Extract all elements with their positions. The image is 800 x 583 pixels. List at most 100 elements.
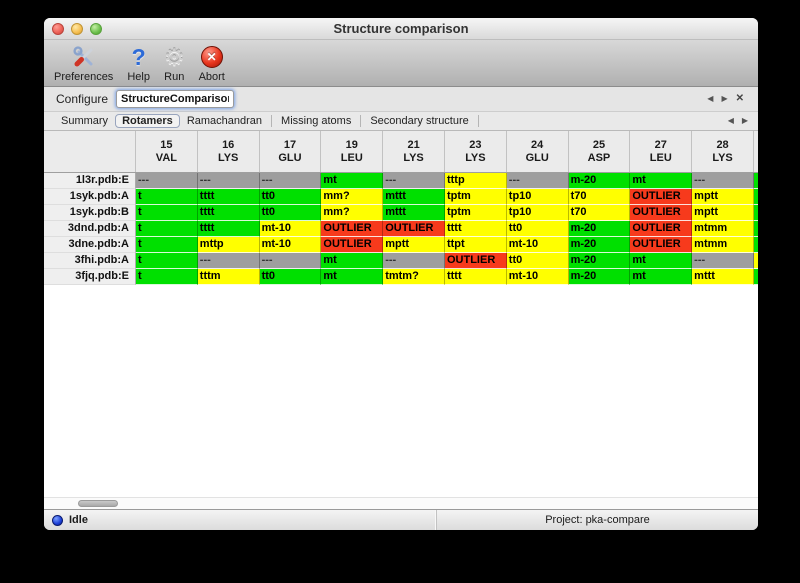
rotamer-cell[interactable]: --- <box>506 173 569 189</box>
rotamer-cell[interactable]: OUTLIER <box>630 205 693 221</box>
rotamer-cell[interactable]: t <box>136 253 198 269</box>
column-header-17[interactable]: 17 GLU <box>259 131 322 172</box>
rotamer-cell[interactable]: tttp <box>444 173 507 189</box>
row-header-1l3r.pdb:E[interactable]: 1l3r.pdb:E <box>44 173 136 189</box>
scroll-tabs-left-icon[interactable]: ◀ <box>727 116 734 125</box>
rotamer-cell[interactable]: mptt <box>692 205 754 221</box>
minimize-window-button[interactable] <box>71 23 83 35</box>
rotamer-cell[interactable]: m-20 <box>568 173 631 189</box>
close-configuration-icon[interactable]: ✕ <box>735 93 744 104</box>
rotamer-cell[interactable]: tttt <box>197 189 260 205</box>
column-header-25[interactable]: 25 ASP <box>568 131 631 172</box>
scroll-tabs-right-icon[interactable]: ▶ <box>741 116 748 125</box>
run-button[interactable]: ⚙ Run <box>164 44 185 83</box>
rotamer-cell[interactable]: mtmm <box>692 237 754 253</box>
rotamer-cell[interactable]: --- <box>197 253 260 269</box>
rotamer-cell[interactable]: t <box>136 205 198 221</box>
rotamer-cell[interactable]: tttt <box>197 221 260 237</box>
rotamer-cell[interactable]: m-20 <box>568 221 631 237</box>
column-header-16[interactable]: 16 LYS <box>197 131 260 172</box>
next-configuration-icon[interactable]: ▶ <box>721 94 728 103</box>
column-header-21[interactable]: 21 LYS <box>383 131 445 172</box>
rotamer-cell[interactable]: t70 <box>568 189 631 205</box>
rotamer-cell[interactable]: mt-10 <box>259 237 322 253</box>
column-header-19[interactable]: 19 LEU <box>321 131 384 172</box>
rotamer-cell[interactable]: tp10 <box>506 205 569 221</box>
tab-rotamers[interactable]: Rotamers <box>115 114 180 128</box>
rotamer-cell[interactable]: t <box>136 237 198 253</box>
rotamer-cell[interactable]: tptm <box>444 189 507 205</box>
rotamer-cell[interactable]: mt-10 <box>259 221 322 237</box>
rotamer-cell[interactable]: mt <box>321 173 384 189</box>
rotamer-cell[interactable]: OUTLIER <box>630 221 693 237</box>
rotamer-cell[interactable]: mm? <box>321 205 384 221</box>
column-header-15[interactable]: 15 VAL <box>136 131 198 172</box>
configuration-name-input[interactable] <box>116 90 235 108</box>
rotamer-cell[interactable]: t <box>136 189 198 205</box>
rotamer-cell[interactable]: tp10 <box>506 189 569 205</box>
horizontal-scrollbar-thumb[interactable] <box>78 500 118 507</box>
zoom-window-button[interactable] <box>90 23 102 35</box>
rotamer-cell[interactable]: mttt <box>383 189 445 205</box>
horizontal-scrollbar[interactable] <box>44 497 758 509</box>
rotamer-cell[interactable]: m-20 <box>568 269 631 285</box>
rotamer-cell[interactable]: mttp <box>197 237 260 253</box>
column-header-28[interactable]: 28 LYS <box>692 131 754 172</box>
abort-button[interactable]: ✕ Abort <box>199 44 225 83</box>
rotamer-cell[interactable]: mttt <box>692 269 754 285</box>
rotamer-cell[interactable]: tt0 <box>259 205 322 221</box>
help-button[interactable]: ? Help <box>127 44 150 83</box>
rotamer-cell[interactable]: mt <box>630 173 693 189</box>
rotamer-cell[interactable]: mttt <box>383 205 445 221</box>
row-header-3dne.pdb:A[interactable]: 3dne.pdb:A <box>44 237 136 253</box>
tab-ramachandran[interactable]: Ramachandran <box>186 115 263 127</box>
rotamer-cell[interactable]: tttt <box>444 221 507 237</box>
rotamer-cell[interactable]: mt <box>630 269 693 285</box>
rotamer-cell[interactable]: --- <box>259 253 322 269</box>
rotamer-cell[interactable]: m-20 <box>568 237 631 253</box>
row-header-3dnd.pdb:A[interactable]: 3dnd.pdb:A <box>44 221 136 237</box>
rotamer-cell[interactable]: OUTLIER <box>630 237 693 253</box>
preferences-button[interactable]: Preferences <box>54 44 113 83</box>
rotamer-cell[interactable]: tttm <box>197 269 260 285</box>
rotamer-cell[interactable]: mptt <box>692 189 754 205</box>
column-header-27[interactable]: 27 LEU <box>630 131 693 172</box>
rotamer-cell[interactable]: tt0 <box>259 189 322 205</box>
row-header-3fhi.pdb:A[interactable]: 3fhi.pdb:A <box>44 253 136 269</box>
rotamer-cell[interactable]: mt-10 <box>506 269 569 285</box>
prev-configuration-icon[interactable]: ◀ <box>707 94 714 103</box>
column-header-23[interactable]: 23 LYS <box>444 131 507 172</box>
rotamer-cell[interactable]: --- <box>383 253 445 269</box>
rotamer-cell[interactable]: mptt <box>383 237 445 253</box>
rotamer-cell[interactable]: --- <box>383 173 445 189</box>
rotamer-cell[interactable]: mt <box>321 269 384 285</box>
rotamer-cell[interactable]: OUTLIER <box>383 221 445 237</box>
rotamer-cell[interactable]: OUTLIER <box>630 189 693 205</box>
rotamer-cell[interactable]: t <box>136 221 198 237</box>
rotamer-cell[interactable]: --- <box>197 173 260 189</box>
rotamer-cell[interactable]: tttt <box>444 269 507 285</box>
rotamer-cell[interactable]: OUTLIER <box>321 221 384 237</box>
rotamer-cell[interactable]: tptm <box>444 205 507 221</box>
row-header-1syk.pdb:A[interactable]: 1syk.pdb:A <box>44 189 136 205</box>
rotamer-cell[interactable]: OUTLIER <box>321 237 384 253</box>
column-header-24[interactable]: 24 GLU <box>506 131 569 172</box>
close-window-button[interactable] <box>52 23 64 35</box>
rotamer-cell[interactable]: mtmm <box>692 221 754 237</box>
rotamer-cell[interactable]: tt0 <box>259 269 322 285</box>
rotamer-cell[interactable]: --- <box>692 173 754 189</box>
rotamer-cell[interactable]: OUTLIER <box>444 253 507 269</box>
rotamer-cell[interactable]: mt <box>321 253 384 269</box>
rotamer-cell[interactable]: t70 <box>568 205 631 221</box>
tab-summary[interactable]: Summary <box>61 115 109 127</box>
rotamer-cell[interactable]: --- <box>259 173 322 189</box>
rotamer-cell[interactable]: tttt <box>197 205 260 221</box>
row-header-3fjq.pdb:E[interactable]: 3fjq.pdb:E <box>44 269 136 285</box>
rotamer-cell[interactable]: mt <box>630 253 693 269</box>
tab-secondary-structure[interactable]: Secondary structure <box>370 115 469 127</box>
rotamer-cell[interactable]: --- <box>136 173 198 189</box>
rotamer-cell[interactable]: --- <box>692 253 754 269</box>
rotamer-cell[interactable]: mm? <box>321 189 384 205</box>
row-header-1syk.pdb:B[interactable]: 1syk.pdb:B <box>44 205 136 221</box>
rotamer-cell[interactable]: tt0 <box>506 221 569 237</box>
